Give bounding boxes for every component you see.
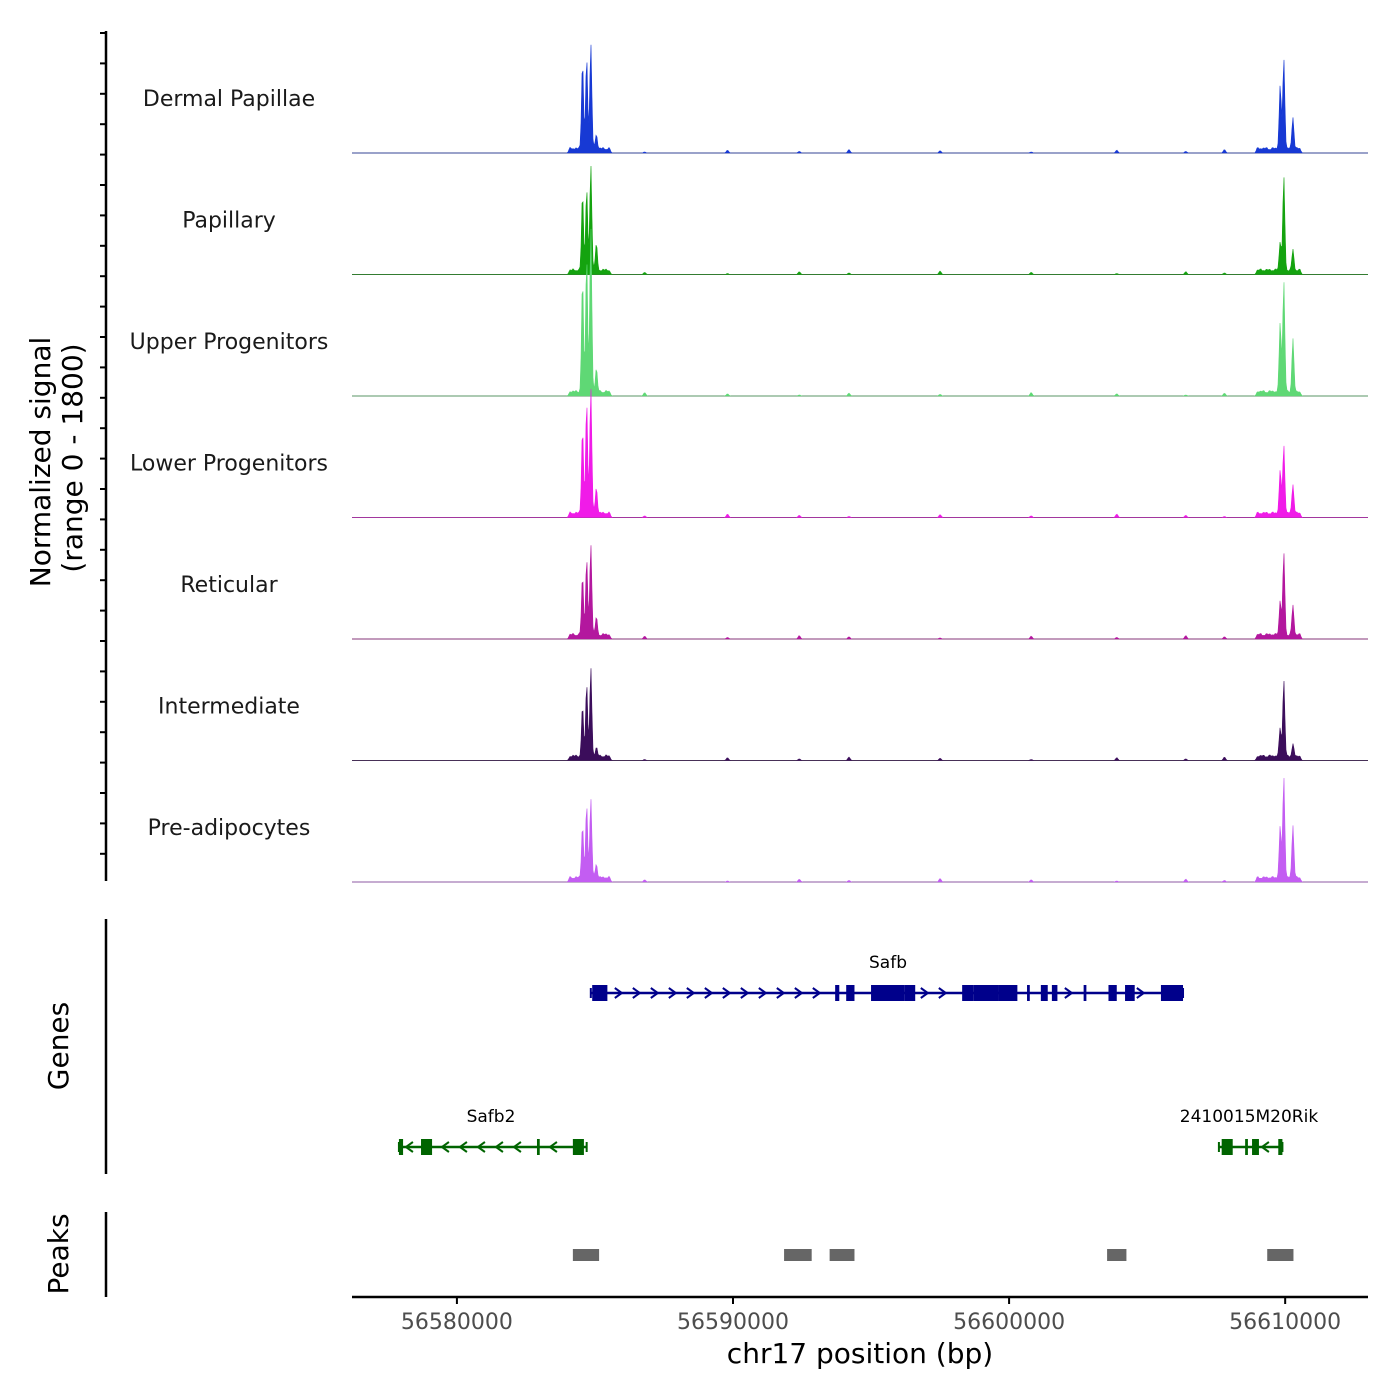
gene-exon [1252,1139,1259,1155]
strand-arrow-icon [458,1141,468,1153]
signal-area [352,44,1368,154]
x-tick-label: 56600000 [953,1310,1065,1335]
gene-exon [1160,985,1184,1001]
gene-exon [835,985,840,1001]
gene-exon [1040,985,1048,1001]
strand-arrow-icon [494,1141,504,1153]
track-pre-adipocytes: Pre-adipocytes [148,777,1368,883]
strand-arrow-icon [1136,987,1146,999]
x-tick-label: 56580000 [401,1310,513,1335]
strand-arrow-icon [758,987,768,999]
peak-region [572,1249,600,1261]
peak-region [1267,1249,1294,1261]
gene-2410015m20rik: 2410015M20Rik [1180,1107,1319,1155]
peaks-panel [104,1212,1294,1297]
x-axis: 56580000 56590000 56600000 56610000 [352,1295,1368,1335]
strand-arrow-icon [740,987,750,999]
gene-exon [421,1139,433,1155]
gene-label: Safb2 [467,1107,516,1127]
peaks-panel-title: Peaks [42,1213,75,1294]
strand-arrow-icon [938,987,948,999]
strand-arrow-icon [548,1141,558,1153]
signal-area [352,545,1368,640]
gene-exon [1027,985,1030,1001]
gene-exon [1051,985,1058,1001]
signal-area [352,228,1368,397]
y-axis-range: (range 0 - 1800) [56,343,89,572]
gene-exon [398,1139,404,1155]
signal-area [352,668,1368,761]
strand-arrow-icon [614,987,624,999]
gene-exon [998,985,1018,1001]
track-label: Intermediate [158,695,300,720]
strand-arrow-icon [1064,987,1074,999]
gene-exon [1245,1139,1248,1155]
gene-exon [973,985,999,1001]
track-label: Lower Progenitors [130,452,328,477]
gene-exon [846,985,855,1001]
gene-exon [1278,1139,1283,1155]
gene-exon [1221,1139,1233,1155]
genes-panel: Safb Safb2 2410015M20Rik [104,919,1319,1174]
gene-exon [572,1139,584,1155]
strand-arrow-icon [632,987,642,999]
track-intermediate: Intermediate [158,668,1368,761]
strand-arrow-icon [794,987,804,999]
gene-safb2: Safb2 [397,1107,588,1155]
x-tick-label: 56610000 [1229,1310,1341,1335]
gene-exon [536,1139,540,1155]
peak-region [1107,1249,1127,1261]
peak-region [784,1249,812,1261]
gene-safb: Safb [589,953,1185,1001]
strand-arrow-icon [776,987,786,999]
coverage-panel: Dermal Papillae Papillary Upper Progenitor… [100,31,1368,883]
strand-arrow-icon [704,987,714,999]
gene-exon [1083,985,1087,1001]
gene-exon [1125,985,1135,1001]
strand-arrow-icon [812,987,822,999]
signal-area [352,165,1368,275]
strand-arrow-icon [668,987,678,999]
track-label: Papillary [182,209,276,234]
strand-arrow-icon [440,1141,450,1153]
y-axis-title: Normalized signal [24,337,57,588]
track-label: Upper Progenitors [130,330,329,355]
strand-arrow-icon [722,987,732,999]
x-tick-label: 56590000 [677,1310,789,1335]
track-label: Pre-adipocytes [148,816,311,841]
gene-exon [871,985,905,1001]
strand-arrow-icon [404,1141,414,1153]
strand-arrow-icon [1260,1141,1270,1153]
track-upper-progenitors: Upper Progenitors [130,228,1368,397]
track-label: Dermal Papillae [143,87,315,112]
track-lower-progenitors: Lower Progenitors [130,388,1368,518]
strand-arrow-icon [686,987,696,999]
peak-region [829,1249,855,1261]
signal-area [352,777,1368,883]
track-reticular: Reticular [180,545,1368,640]
gene-label: 2410015M20Rik [1180,1107,1319,1127]
gene-exon [1108,985,1117,1001]
gene-exon [904,985,916,1001]
strand-arrow-icon [512,1141,522,1153]
x-axis-title: chr17 position (bp) [727,1337,993,1370]
strand-arrow-icon [650,987,660,999]
signal-area [352,388,1368,518]
gene-exon [592,985,608,1001]
track-papillary: Papillary [182,165,1368,275]
track-dermal-papillae: Dermal Papillae [143,44,1368,154]
strand-arrow-icon [920,987,930,999]
track-label: Reticular [180,573,278,598]
genes-panel-title: Genes [42,1002,75,1090]
strand-arrow-icon [476,1141,486,1153]
gene-label: Safb [869,953,907,973]
gene-exon [962,985,974,1001]
